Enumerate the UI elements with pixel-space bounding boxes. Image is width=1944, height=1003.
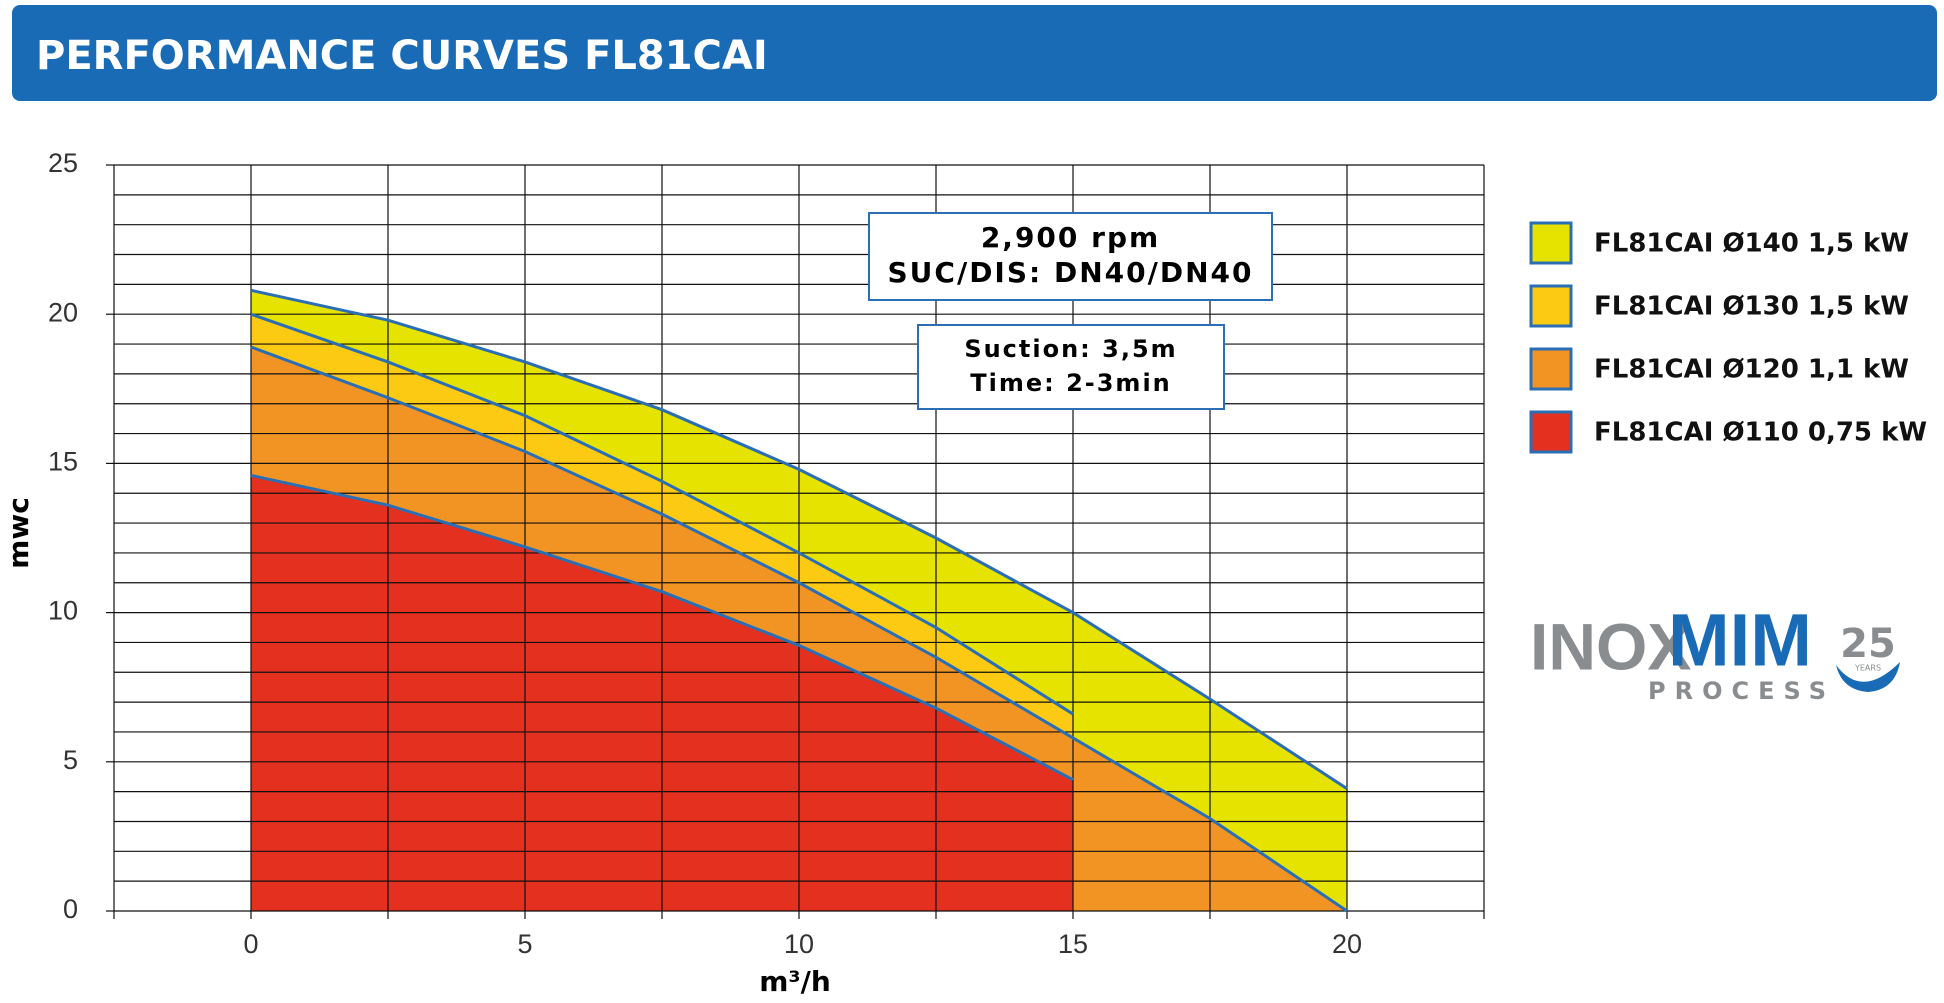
annotation-text: 2,900 rpm [981,221,1160,254]
annotation-text: SUC/DIS: DN40/DN40 [888,256,1254,289]
curve-line [250,312,1074,716]
logo-swoosh [1836,662,1900,692]
legend-label: FL81CAI Ø110 0,75 kW [1594,418,1927,448]
legend-label: FL81CAI Ø130 1,5 kW [1594,292,1909,322]
x-tick-label: 0 [243,929,258,959]
logo-inox: INOX [1530,609,1691,683]
annotation-text: Suction: 3,5m [964,335,1177,363]
annotation-box [917,324,1225,410]
x-tick-label: 5 [517,929,532,959]
header-title: PERFORMANCE CURVES FL81CAI [36,33,768,79]
logo-process: PROCESS [1648,677,1835,705]
annotation-text: Time: 2-3min [970,369,1172,397]
curve-line [250,473,1074,782]
legend-swatch [1529,347,1573,391]
x-tick-label: 15 [1058,929,1088,959]
curve-line [250,288,1348,790]
y-tick-label: 10 [48,596,78,626]
y-axis-label: mwc [2,497,35,569]
logo-years-label: YEARS [1854,664,1881,673]
y-tick-label: 5 [63,745,78,775]
y-tick-label: 20 [48,297,78,327]
header-bar [12,5,1937,101]
legend-label: FL81CAI Ø120 1,1 kW [1594,355,1909,385]
legend-swatch [1529,221,1573,265]
x-tick-label: 10 [784,929,814,959]
logo-mim: MIM [1668,599,1812,682]
legend-swatch [1529,284,1573,328]
legend-swatch [1529,410,1573,454]
x-axis-label: m³/h [759,965,831,998]
legend-label: FL81CAI Ø140 1,5 kW [1594,229,1909,259]
logo: INOX MIM PROCESS 25 YEARS [1530,599,1900,705]
y-tick-label: 25 [48,148,78,178]
x-tick-label: 20 [1332,929,1362,959]
y-tick-label: 0 [63,894,78,924]
logo-years-number: 25 [1840,621,1896,667]
y-tick-label: 15 [48,447,78,477]
annotation-box [868,212,1273,301]
curve-line [250,345,1348,913]
